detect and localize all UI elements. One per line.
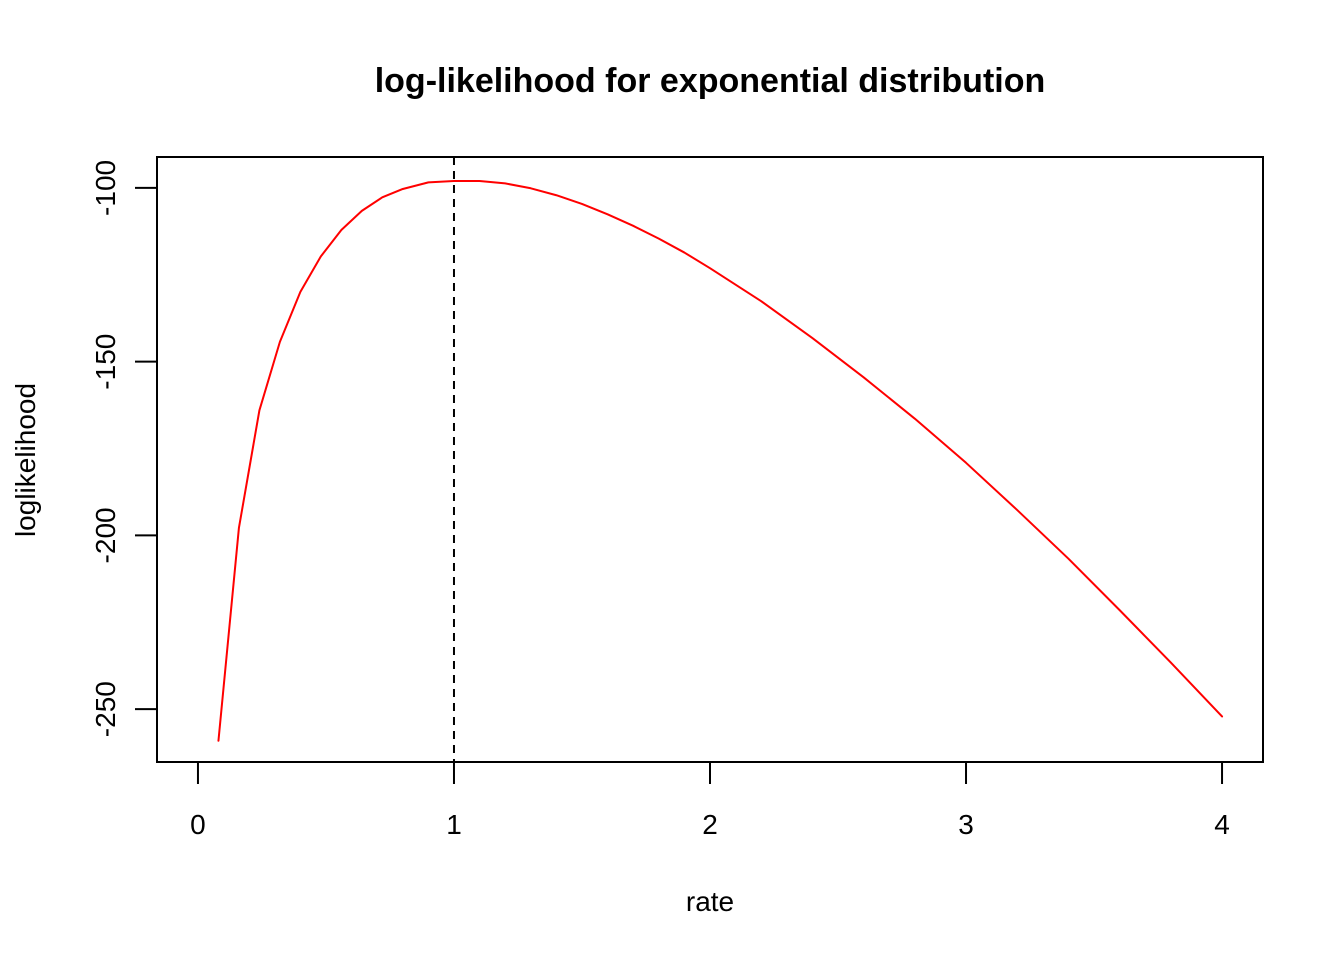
x-tick-label: 4 — [1214, 809, 1230, 840]
plot-frame — [156, 156, 1264, 763]
y-tick-label: -200 — [90, 507, 121, 563]
x-tick-label: 2 — [702, 809, 718, 840]
y-tick-label: -100 — [90, 160, 121, 216]
x-axis-label: rate — [686, 886, 734, 917]
series-layer — [217, 179, 1224, 742]
y-axis-label: loglikelihood — [10, 383, 41, 537]
x-tick-label: 0 — [190, 809, 206, 840]
x-tick-label: 1 — [446, 809, 462, 840]
loglikelihood-series-line — [217, 179, 1224, 742]
chart-title: log-likelihood for exponential distribut… — [375, 62, 1046, 100]
x-tick-label: 3 — [958, 809, 974, 840]
y-tick-label: -250 — [90, 681, 121, 737]
y-tick-label: -150 — [90, 334, 121, 390]
